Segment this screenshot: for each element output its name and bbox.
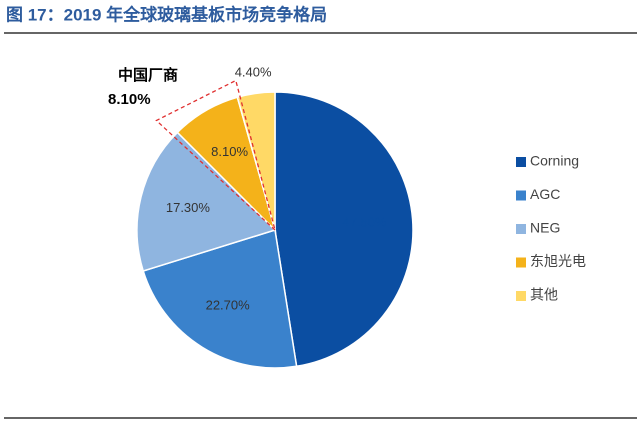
legend-swatch [516,157,526,167]
pie-slice [274,91,414,368]
legend-label: AGC [530,186,560,202]
value-label: 17.30% [166,200,211,215]
pie-slice [236,91,276,231]
legend-swatch [516,257,526,268]
chart-title: 图 17：2019 年全球玻璃基板市场竞争格局 [6,4,327,24]
legend-label: Corning [530,153,579,169]
legend-swatch [516,224,526,234]
annotation-value: 8.10% [108,91,151,108]
legend-swatch [516,190,526,201]
annotation-text: 中国厂商 [118,66,178,84]
value-label: 4.40% [235,64,272,79]
value-label: 47.50% [342,214,387,229]
pie-slice [142,229,298,369]
legend-label: 其他 [530,287,558,303]
value-label: 22.70% [206,298,251,313]
legend-label: NEG [530,220,560,236]
highlight-outline [155,79,277,232]
pie-slice [136,131,277,272]
legend-label: 东旭光电 [530,253,586,269]
value-label: 8.10% [211,144,248,159]
legend-swatch [516,291,526,301]
